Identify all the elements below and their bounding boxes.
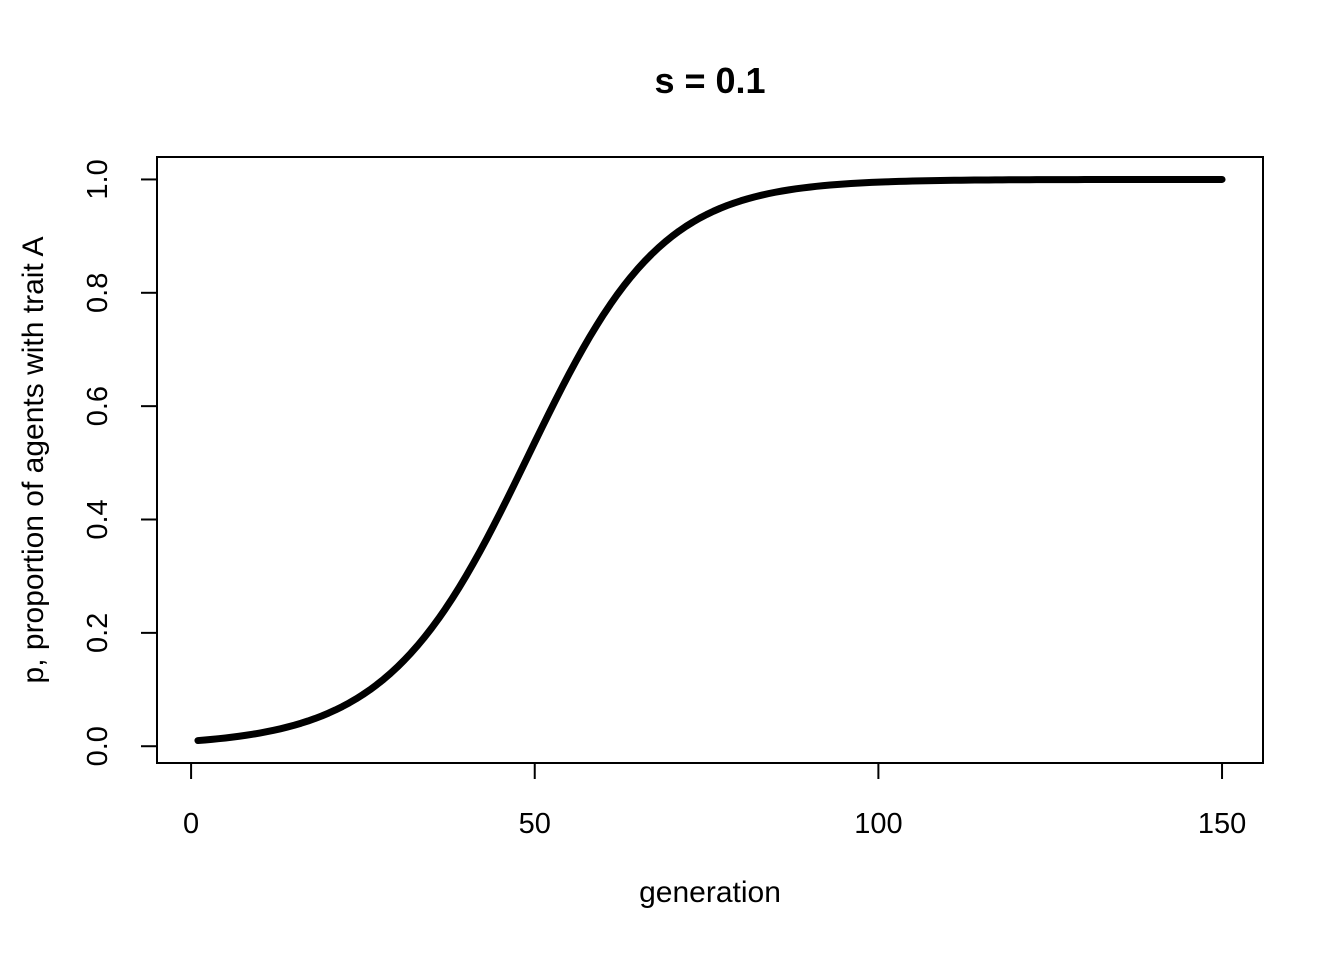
x-tick-label: 0 [183,808,199,840]
x-tick-label: 100 [854,808,902,840]
y-tick-label: 1.0 [82,159,114,199]
y-tick-label: 0.8 [82,273,114,313]
trait-frequency-curve [194,175,1226,745]
x-axis-label: generation [639,876,781,909]
chart-title: s = 0.1 [654,60,766,101]
y-tick-label: 0.2 [82,613,114,653]
y-tick-label: 0.6 [82,386,114,426]
x-tick-label: 150 [1198,808,1246,840]
y-tick-label: 0.0 [82,726,114,766]
y-tick-label: 0.4 [82,499,114,539]
y-axis-label: p, proportion of agents with trait A [17,236,50,684]
plot-box [156,156,1264,764]
x-tick-label: 50 [519,808,551,840]
